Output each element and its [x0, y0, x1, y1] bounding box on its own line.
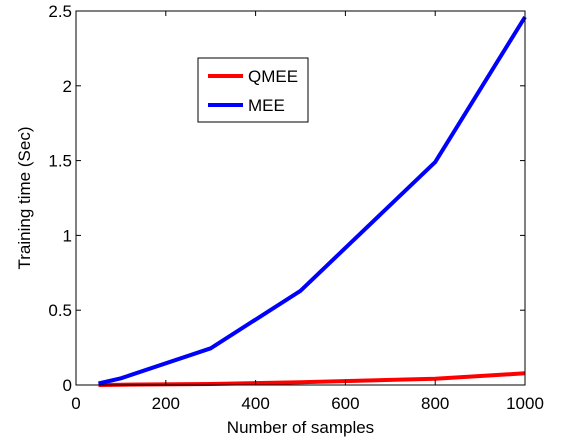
legend: QMEE MEE	[197, 57, 309, 123]
series-line-mee	[98, 15, 527, 386]
y-tick-label: 2	[63, 77, 72, 96]
y-axis-label: Training time (Sec)	[15, 127, 34, 270]
y-tick-label: 1.5	[48, 152, 72, 171]
y-tick-label: 0.5	[48, 301, 72, 320]
y-tick-label: 1	[63, 226, 72, 245]
x-tick-label: 400	[241, 394, 269, 413]
y-tick-label: 2.5	[48, 2, 72, 21]
ticks-layer: 0 200 400 600 800 1000 0 0.5 1 1.5 2 2.5	[48, 2, 544, 413]
legend-label-mee: MEE	[248, 96, 285, 115]
axes-box	[75, 10, 526, 386]
y-tick-label: 0	[63, 376, 72, 395]
legend-box	[197, 57, 309, 123]
x-tick-label: 1000	[506, 394, 544, 413]
x-tick-label: 0	[71, 394, 80, 413]
legend-label-qmee: QMEE	[248, 67, 298, 86]
x-tick-label: 200	[152, 394, 180, 413]
x-tick-label: 600	[331, 394, 359, 413]
x-tick-label: 800	[421, 394, 449, 413]
x-axis-label: Number of samples	[227, 418, 374, 437]
